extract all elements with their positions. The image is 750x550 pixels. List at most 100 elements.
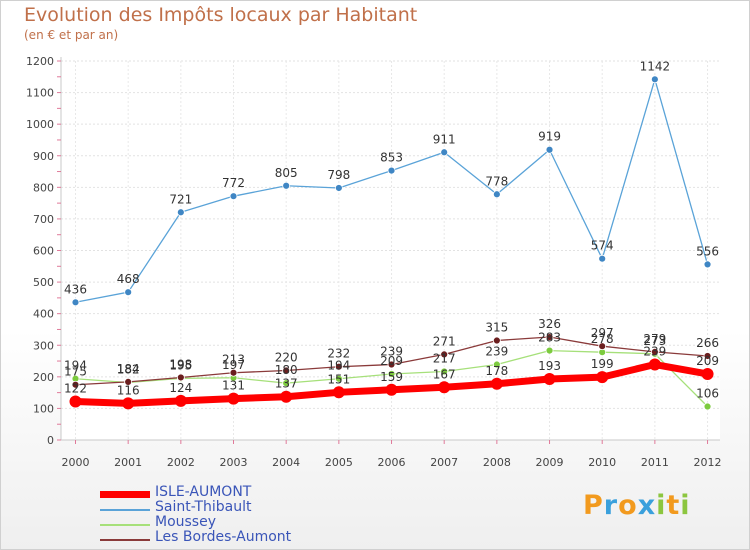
point-isle-aumont bbox=[543, 373, 556, 386]
point-isle-aumont bbox=[438, 381, 451, 394]
x-tick-label: 2012 bbox=[694, 456, 722, 469]
legend-swatch-isle-aumont bbox=[100, 491, 150, 498]
data-label-les-bordes-aumont: 266 bbox=[696, 336, 719, 350]
point-isle-aumont bbox=[490, 377, 503, 390]
point-isle-aumont bbox=[227, 392, 240, 405]
y-tick-label: 900 bbox=[33, 150, 54, 163]
data-label-moussey: 278 bbox=[591, 332, 614, 346]
legend-label-les-bordes-aumont: Les Bordes-Aumont bbox=[155, 529, 292, 545]
data-label-les-bordes-aumont: 220 bbox=[275, 351, 298, 365]
x-tick-label: 2011 bbox=[641, 456, 669, 469]
data-label-saint-thibault: 721 bbox=[169, 192, 192, 206]
logo-letter: r bbox=[603, 490, 619, 521]
point-isle-aumont bbox=[701, 367, 714, 380]
point-les-bordes-aumont bbox=[650, 347, 659, 356]
x-tick-label: 2001 bbox=[114, 456, 142, 469]
point-isle-aumont bbox=[280, 390, 293, 403]
data-label-saint-thibault: 853 bbox=[380, 151, 403, 165]
chart-title: Evolution des Impôts locaux par Habitant bbox=[24, 4, 418, 26]
data-label-isle-aumont: 131 bbox=[222, 379, 245, 393]
data-label-moussey: 182 bbox=[117, 363, 140, 377]
x-tick-label: 2002 bbox=[167, 456, 195, 469]
x-tick-label: 2004 bbox=[272, 456, 300, 469]
legend-label-saint-thibault: Saint-Thibault bbox=[155, 499, 252, 515]
point-isle-aumont bbox=[332, 386, 345, 399]
data-label-isle-aumont: 151 bbox=[327, 372, 350, 386]
logo-letter: x bbox=[637, 490, 657, 521]
logo-letter: o bbox=[618, 490, 638, 521]
data-label-isle-aumont: 122 bbox=[64, 381, 87, 395]
point-moussey bbox=[703, 402, 712, 411]
data-label-isle-aumont: 193 bbox=[538, 359, 561, 373]
point-saint-thibault bbox=[124, 288, 133, 297]
data-label-saint-thibault: 805 bbox=[275, 166, 298, 180]
data-label-les-bordes-aumont: 297 bbox=[591, 326, 614, 340]
point-les-bordes-aumont bbox=[440, 350, 449, 359]
x-tick-label: 2009 bbox=[536, 456, 564, 469]
data-label-saint-thibault: 574 bbox=[591, 239, 614, 253]
x-tick-label: 2008 bbox=[483, 456, 511, 469]
legend-swatch-saint-thibault bbox=[100, 509, 150, 511]
logo-letter: t bbox=[666, 490, 681, 521]
chart-subtitle: (en € et par an) bbox=[24, 28, 119, 42]
logo-letter: P bbox=[583, 490, 604, 521]
point-moussey bbox=[334, 374, 343, 383]
point-saint-thibault bbox=[282, 181, 291, 190]
data-label-moussey: 283 bbox=[538, 331, 561, 345]
data-label-isle-aumont: 167 bbox=[433, 367, 456, 381]
proxiti-logo: Proxiti bbox=[583, 490, 691, 521]
data-label-moussey: 194 bbox=[64, 359, 87, 373]
point-moussey bbox=[387, 370, 396, 378]
data-label-moussey: 180 bbox=[275, 363, 298, 377]
data-label-les-bordes-aumont: 279 bbox=[643, 332, 666, 346]
y-tick-label: 1100 bbox=[26, 87, 54, 100]
data-label-saint-thibault: 778 bbox=[485, 174, 508, 188]
data-label-les-bordes-aumont: 326 bbox=[538, 317, 561, 331]
point-isle-aumont bbox=[385, 383, 398, 396]
y-tick-label: 1200 bbox=[26, 55, 54, 68]
data-label-isle-aumont: 124 bbox=[169, 381, 192, 395]
x-tick-label: 2010 bbox=[588, 456, 616, 469]
data-label-moussey: 195 bbox=[169, 358, 192, 372]
point-isle-aumont bbox=[174, 394, 187, 407]
data-label-moussey: 106 bbox=[696, 387, 719, 401]
y-tick-label: 1000 bbox=[26, 118, 54, 131]
point-les-bordes-aumont bbox=[124, 377, 133, 386]
data-label-moussey: 273 bbox=[643, 334, 666, 348]
x-tick-label: 2003 bbox=[220, 456, 248, 469]
data-label-moussey: 217 bbox=[433, 351, 456, 365]
data-label-moussey: 239 bbox=[485, 345, 508, 359]
data-label-moussey: 197 bbox=[222, 358, 245, 372]
y-tick-label: 700 bbox=[33, 213, 54, 226]
y-tick-label: 0 bbox=[47, 434, 54, 447]
data-label-isle-aumont: 199 bbox=[591, 357, 614, 371]
point-les-bordes-aumont bbox=[71, 380, 80, 389]
legend-swatch-moussey bbox=[100, 524, 150, 526]
logo-letter: i bbox=[656, 490, 667, 521]
legend-label-isle-aumont: ISLE-AUMONT bbox=[155, 484, 252, 500]
point-les-bordes-aumont bbox=[545, 333, 554, 341]
data-label-les-bordes-aumont: 213 bbox=[222, 353, 245, 367]
point-saint-thibault bbox=[598, 254, 607, 263]
data-label-isle-aumont: 137 bbox=[275, 377, 298, 391]
point-moussey bbox=[440, 367, 449, 376]
data-label-saint-thibault: 919 bbox=[538, 130, 561, 144]
point-isle-aumont bbox=[648, 358, 661, 371]
data-label-les-bordes-aumont: 184 bbox=[117, 362, 140, 376]
data-label-saint-thibault: 436 bbox=[64, 282, 87, 296]
data-label-saint-thibault: 798 bbox=[327, 168, 350, 182]
data-label-saint-thibault: 1142 bbox=[640, 59, 671, 73]
data-label-isle-aumont: 239 bbox=[643, 345, 666, 359]
data-label-moussey: 194 bbox=[327, 359, 350, 373]
data-label-les-bordes-aumont: 239 bbox=[380, 345, 403, 359]
point-les-bordes-aumont bbox=[334, 362, 343, 371]
point-saint-thibault bbox=[71, 298, 80, 307]
data-label-les-bordes-aumont: 175 bbox=[64, 365, 87, 379]
point-moussey bbox=[492, 360, 501, 369]
data-label-isle-aumont: 178 bbox=[485, 364, 508, 378]
point-les-bordes-aumont bbox=[598, 342, 607, 351]
data-label-saint-thibault: 556 bbox=[696, 244, 719, 258]
point-saint-thibault bbox=[492, 190, 501, 199]
point-isle-aumont bbox=[122, 397, 135, 410]
